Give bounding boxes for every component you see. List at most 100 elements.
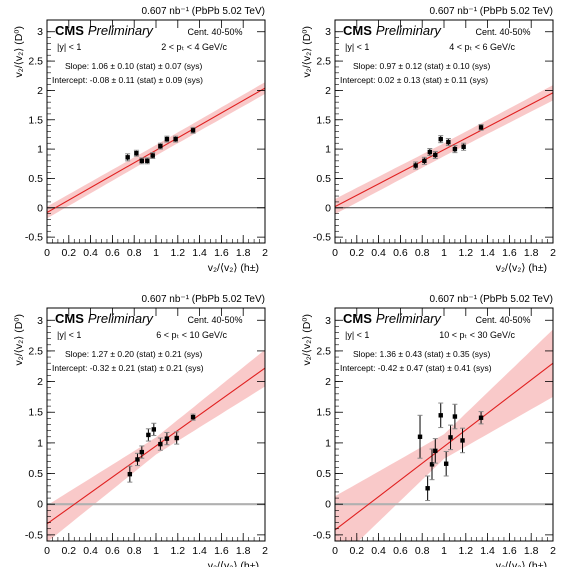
x-tick-label: 1.8 — [524, 545, 539, 557]
data-point — [422, 158, 427, 164]
data-point — [190, 128, 196, 133]
plot-area — [335, 85, 553, 215]
cms-label: CMS Preliminary — [55, 311, 154, 326]
x-tick-label: 0.2 — [349, 545, 364, 557]
x-tick-label: 0.4 — [83, 545, 98, 557]
y-tick-label: 3 — [325, 315, 331, 327]
pt-range-label: 2 < pₜ < 4 GeV/c — [161, 42, 227, 52]
x-tick-label: 0.4 — [371, 545, 386, 557]
x-tick-label: 0.6 — [393, 545, 408, 557]
data-point — [438, 413, 443, 418]
x-tick-label: 1.2 — [458, 247, 473, 259]
y-tick-label: 0 — [37, 499, 43, 511]
x-tick-label: 2 — [550, 247, 556, 259]
data-point — [413, 163, 418, 168]
data-point — [461, 144, 466, 149]
x-tick-label: 1.6 — [214, 545, 229, 557]
y-tick-label: 1 — [325, 437, 331, 449]
x-tick-label: 0.2 — [61, 247, 76, 259]
cms-label: CMS Preliminary — [343, 311, 442, 326]
y-tick-label: 1.5 — [316, 114, 331, 126]
y-tick-label: 2.5 — [316, 345, 331, 357]
y-tick-label: 0 — [37, 202, 43, 214]
cms-label: CMS Preliminary — [343, 23, 442, 38]
data-point — [139, 449, 145, 455]
fit-line — [335, 362, 553, 531]
data-point — [151, 427, 157, 432]
y-tick-label: -0.5 — [25, 232, 43, 244]
centrality-label: Cent. 40-50% — [187, 27, 242, 37]
y-tick-label: 1 — [37, 144, 43, 156]
slope-label: Slope: 1.27 ± 0.20 (stat) ± 0.21 (sys) — [65, 349, 203, 359]
x-tick-label: 1.4 — [192, 247, 207, 259]
slope-label: Slope: 1.06 ± 0.10 (stat) ± 0.07 (sys) — [65, 61, 203, 71]
data-point — [433, 152, 438, 158]
x-tick-label: 1.2 — [170, 247, 185, 259]
data-point — [158, 441, 163, 447]
y-tick-label: 3 — [325, 26, 331, 38]
data-point — [158, 143, 163, 149]
data-point — [190, 414, 196, 420]
y-axis-label: v₂/⟨v₂⟩ (D⁰) — [13, 314, 25, 365]
centrality-label: Cent. 40-50% — [475, 315, 530, 325]
data-point — [145, 158, 150, 164]
rapidity-label: |y| < 1 — [345, 42, 369, 52]
x-tick-label: 1.8 — [236, 247, 251, 259]
x-tick-label: 0.8 — [415, 545, 430, 557]
x-tick-label: 1 — [153, 247, 159, 259]
y-tick-label: 2.5 — [28, 345, 43, 357]
data-point — [134, 151, 139, 156]
centrality-label: Cent. 40-50% — [475, 27, 530, 37]
data-point — [417, 434, 423, 439]
x-tick-label: 1.6 — [214, 247, 229, 259]
intercept-label: Intercept: -0.08 ± 0.11 (stat) ± 0.09 (s… — [52, 75, 203, 85]
y-tick-label: 0.5 — [316, 468, 331, 480]
x-tick-label: 0.4 — [83, 247, 98, 259]
x-tick-label: 0.8 — [127, 247, 142, 259]
data-point — [478, 125, 484, 130]
lumi-label: 0.607 nb⁻¹ (PbPb 5.02 TeV) — [141, 6, 265, 17]
data-point — [448, 435, 453, 440]
data-point — [433, 448, 438, 454]
rapidity-label: |y| < 1 — [57, 42, 81, 52]
y-tick-label: 0.5 — [28, 173, 43, 185]
panel-1: 0 0.2 0.4 0.6 0.8 1 1.2 1.4 1.6 1.8 2-0.500.511.52… — [13, 6, 268, 274]
data-point — [443, 461, 449, 466]
y-tick-label: 1 — [37, 437, 43, 449]
data-point — [429, 462, 435, 467]
data-point — [150, 153, 155, 158]
x-tick-label: 0.8 — [415, 247, 430, 259]
pt-range-label: 4 < pₜ < 6 GeV/c — [449, 42, 515, 52]
intercept-label: Intercept: 0.02 ± 0.13 (stat) ± 0.11 (sy… — [340, 75, 488, 85]
x-tick-label: 0.4 — [371, 247, 386, 259]
lumi-label: 0.607 nb⁻¹ (PbPb 5.02 TeV) — [429, 294, 553, 305]
x-tick-label: 1.4 — [480, 247, 495, 259]
data-point — [438, 136, 443, 142]
x-tick-label: 0.6 — [393, 247, 408, 259]
y-tick-label: -0.5 — [313, 529, 331, 541]
x-tick-label: 2 — [262, 247, 268, 259]
plot-frame — [46, 19, 266, 244]
data-point — [460, 438, 465, 443]
data-point — [139, 158, 145, 164]
data-point — [452, 146, 458, 152]
lumi-label: 0.607 nb⁻¹ (PbPb 5.02 TeV) — [141, 294, 265, 305]
panel-2: 0 0.2 0.4 0.6 0.8 1 1.2 1.4 1.6 1.8 2-0.500.511.52… — [301, 6, 556, 274]
y-tick-label: 1 — [325, 144, 331, 156]
plot-area — [335, 329, 553, 541]
x-tick-label: 2 — [550, 545, 556, 557]
x-axis-label: v₂/⟨v₂⟩ (h±) — [496, 262, 547, 274]
rapidity-label: |y| < 1 — [57, 330, 81, 340]
panel-4: 0 0.2 0.4 0.6 0.8 1 1.2 1.4 1.6 1.8 2-0.500.511.52… — [301, 294, 556, 567]
y-tick-label: 1.5 — [28, 407, 43, 419]
intercept-label: Intercept: -0.32 ± 0.21 (stat) ± 0.21 (s… — [52, 363, 204, 373]
plot-area — [47, 349, 265, 541]
x-axis-label: v₂/⟨v₂⟩ (h±) — [208, 560, 259, 567]
data-point — [452, 414, 458, 419]
y-tick-label: 1.5 — [316, 407, 331, 419]
y-tick-label: 2 — [325, 376, 331, 388]
x-tick-label: 1.2 — [170, 545, 185, 557]
x-tick-label: 1.6 — [502, 247, 517, 259]
data-point — [146, 432, 151, 438]
x-tick-label: 0.2 — [349, 247, 364, 259]
